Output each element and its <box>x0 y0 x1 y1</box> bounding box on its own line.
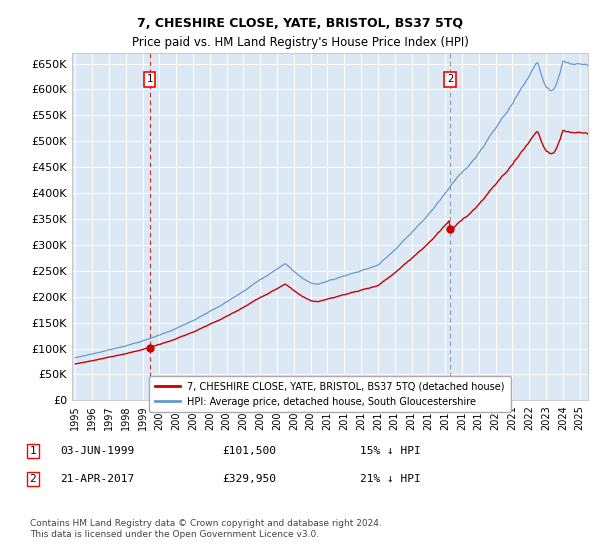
Text: 1: 1 <box>146 74 153 84</box>
Text: Contains HM Land Registry data © Crown copyright and database right 2024.
This d: Contains HM Land Registry data © Crown c… <box>30 520 382 539</box>
Text: 2: 2 <box>447 74 454 84</box>
Text: Price paid vs. HM Land Registry's House Price Index (HPI): Price paid vs. HM Land Registry's House … <box>131 36 469 49</box>
Text: 21% ↓ HPI: 21% ↓ HPI <box>360 474 421 484</box>
Text: 21-APR-2017: 21-APR-2017 <box>60 474 134 484</box>
Text: £101,500: £101,500 <box>222 446 276 456</box>
Text: 2: 2 <box>29 474 37 484</box>
Text: £329,950: £329,950 <box>222 474 276 484</box>
Text: 1: 1 <box>29 446 37 456</box>
Legend: 7, CHESHIRE CLOSE, YATE, BRISTOL, BS37 5TQ (detached house), HPI: Average price,: 7, CHESHIRE CLOSE, YATE, BRISTOL, BS37 5… <box>149 376 511 412</box>
Text: 7, CHESHIRE CLOSE, YATE, BRISTOL, BS37 5TQ: 7, CHESHIRE CLOSE, YATE, BRISTOL, BS37 5… <box>137 17 463 30</box>
Text: 15% ↓ HPI: 15% ↓ HPI <box>360 446 421 456</box>
Text: 03-JUN-1999: 03-JUN-1999 <box>60 446 134 456</box>
